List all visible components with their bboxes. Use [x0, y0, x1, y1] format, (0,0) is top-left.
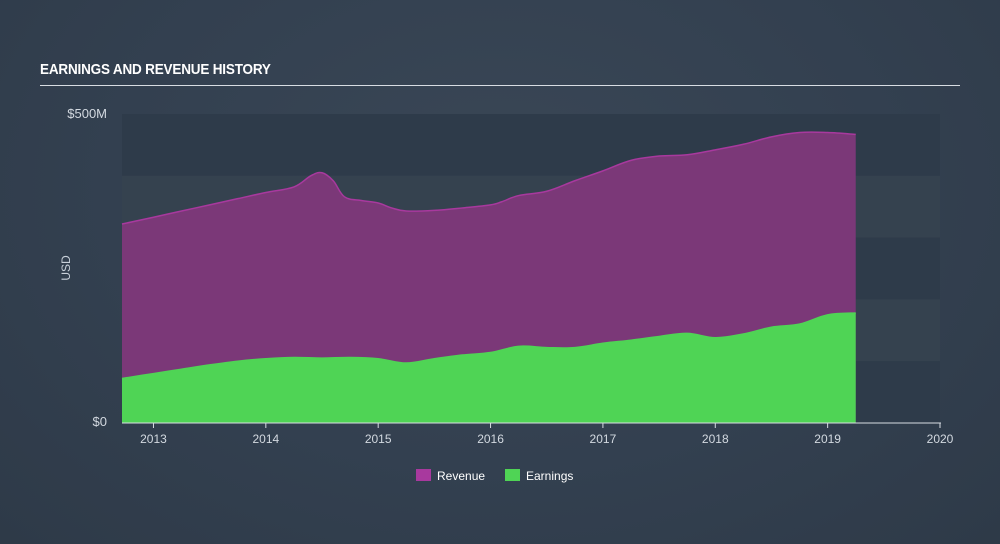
series-areas: [121, 131, 856, 423]
revenue-line: [121, 131, 856, 225]
x-tick-label: 2016: [477, 432, 504, 446]
revenue-legend-label: Revenue: [437, 469, 485, 483]
earnings-line: [121, 312, 856, 380]
y-tick-label: $500M: [67, 106, 107, 121]
chart-title: EARNINGS AND REVENUE HISTORY: [40, 61, 271, 78]
earnings-legend-swatch: [505, 469, 520, 481]
x-tick-label: 2018: [702, 432, 729, 446]
x-tick-label: 2019: [814, 432, 841, 446]
x-tick-label: 2017: [590, 432, 617, 446]
tick-labels: 2013 2014 2015 2016 2017 2018 2019 2020 $0 $500M: [67, 106, 953, 446]
earnings-legend-label: Earnings: [526, 469, 573, 483]
earnings-area: [122, 313, 856, 423]
revenue-legend-swatch: [416, 469, 431, 481]
x-tick-label: 2020: [927, 432, 954, 446]
x-tick-label: 2013: [140, 432, 167, 446]
x-tick-label: 2015: [365, 432, 392, 446]
x-tick-label: 2014: [252, 432, 279, 446]
title-divider: [40, 85, 960, 86]
legend: Revenue Earnings: [416, 469, 573, 483]
y-tick-label: $0: [93, 414, 107, 429]
y-axis-label: USD: [59, 255, 73, 281]
